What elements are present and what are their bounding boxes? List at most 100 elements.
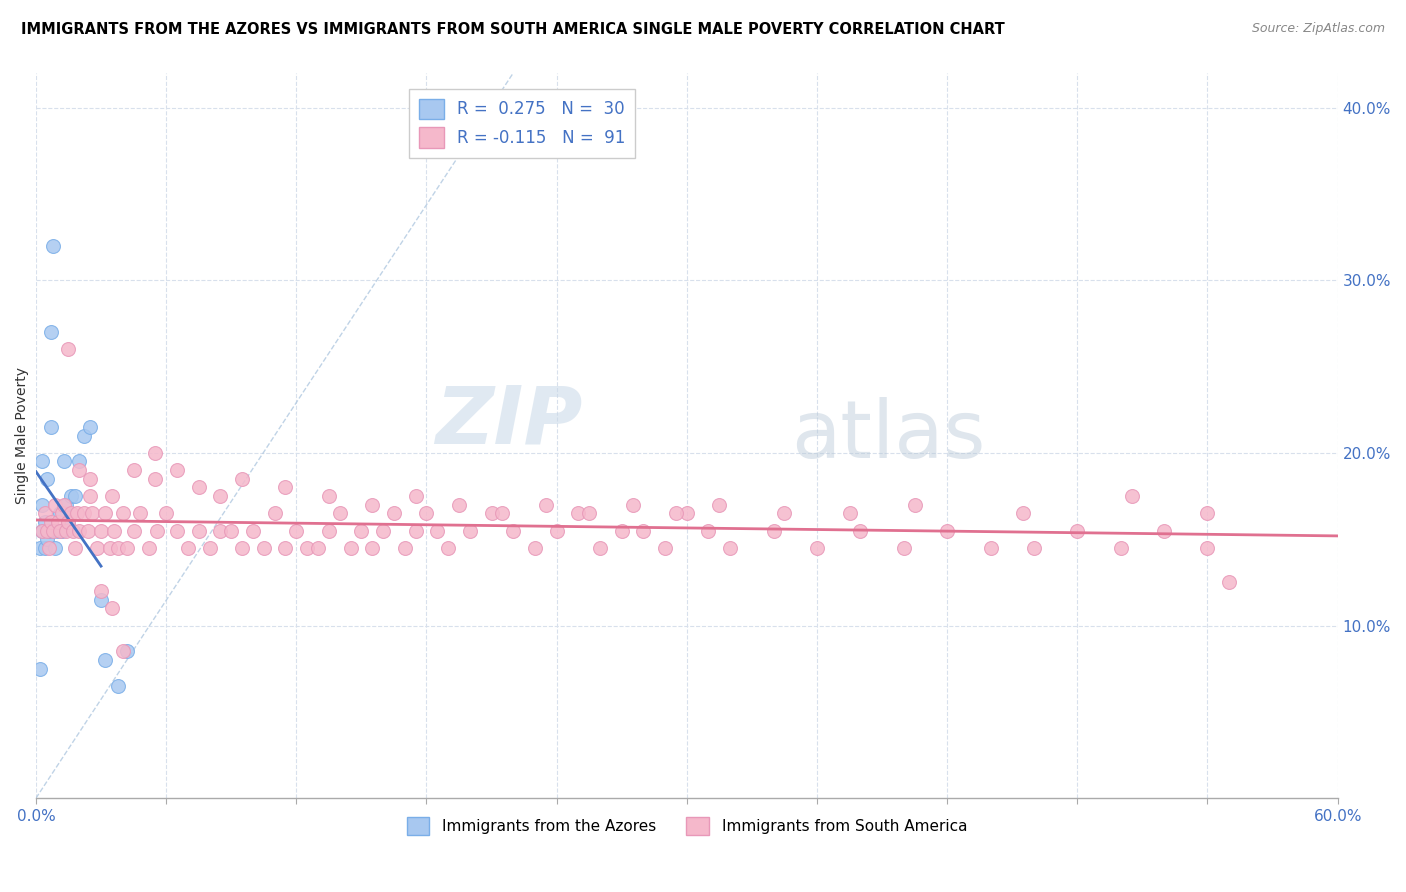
Point xyxy=(893,541,915,555)
Point xyxy=(73,428,96,442)
Point xyxy=(44,498,66,512)
Point xyxy=(34,541,56,555)
Point xyxy=(231,472,253,486)
Point xyxy=(318,489,340,503)
Point xyxy=(1153,524,1175,538)
Point xyxy=(143,446,166,460)
Point xyxy=(177,541,200,555)
Point xyxy=(187,524,209,538)
Point xyxy=(82,506,104,520)
Point xyxy=(35,524,58,538)
Point xyxy=(94,506,117,520)
Point xyxy=(98,541,121,555)
Point xyxy=(39,515,62,529)
Point xyxy=(187,480,209,494)
Point xyxy=(111,506,134,520)
Point xyxy=(101,601,124,615)
Point xyxy=(58,515,80,529)
Point xyxy=(426,524,449,538)
Point xyxy=(107,679,129,693)
Point xyxy=(166,524,188,538)
Point xyxy=(773,506,796,520)
Point xyxy=(63,489,86,503)
Point xyxy=(361,541,384,555)
Point xyxy=(146,524,169,538)
Point xyxy=(38,524,60,538)
Point xyxy=(231,541,253,555)
Point xyxy=(138,541,160,555)
Point xyxy=(90,584,112,599)
Point xyxy=(79,420,101,434)
Point xyxy=(166,463,188,477)
Point xyxy=(129,506,152,520)
Point xyxy=(447,498,470,512)
Point xyxy=(1197,541,1219,555)
Point xyxy=(1197,506,1219,520)
Text: 0.0%: 0.0% xyxy=(17,809,55,824)
Point xyxy=(1012,506,1035,520)
Point xyxy=(31,454,53,468)
Point xyxy=(806,541,828,555)
Point xyxy=(35,472,58,486)
Point xyxy=(350,524,373,538)
Point xyxy=(621,498,644,512)
Point xyxy=(49,506,72,520)
Point xyxy=(633,524,655,538)
Point xyxy=(59,489,82,503)
Point xyxy=(46,515,69,529)
Point xyxy=(371,524,394,538)
Point xyxy=(709,498,731,512)
Point xyxy=(1022,541,1045,555)
Point xyxy=(67,454,90,468)
Point xyxy=(51,524,73,538)
Point xyxy=(31,524,53,538)
Point xyxy=(73,506,96,520)
Point xyxy=(762,524,785,538)
Text: ZIP: ZIP xyxy=(436,382,582,460)
Point xyxy=(665,506,688,520)
Legend: R =  0.275   N =  30, R = -0.115   N =  91: R = 0.275 N = 30, R = -0.115 N = 91 xyxy=(409,88,636,158)
Point xyxy=(35,532,58,546)
Point xyxy=(67,524,90,538)
Point xyxy=(546,524,568,538)
Point xyxy=(79,472,101,486)
Point xyxy=(1218,575,1240,590)
Point xyxy=(49,524,72,538)
Point xyxy=(1066,524,1088,538)
Point xyxy=(46,524,69,538)
Point xyxy=(31,524,53,538)
Point xyxy=(107,541,129,555)
Point xyxy=(115,541,138,555)
Point xyxy=(44,541,66,555)
Point xyxy=(253,541,276,555)
Point xyxy=(30,541,52,555)
Point xyxy=(38,541,60,555)
Point xyxy=(838,506,860,520)
Point xyxy=(31,498,53,512)
Point xyxy=(53,454,76,468)
Point xyxy=(42,524,65,538)
Point xyxy=(1109,541,1132,555)
Point xyxy=(30,662,52,676)
Point xyxy=(34,515,56,529)
Point xyxy=(55,498,77,512)
Point xyxy=(458,524,481,538)
Point xyxy=(567,506,589,520)
Point xyxy=(534,498,557,512)
Point xyxy=(209,489,232,503)
Point xyxy=(39,325,62,339)
Point xyxy=(58,343,80,357)
Point xyxy=(103,524,125,538)
Point xyxy=(55,524,77,538)
Point xyxy=(90,524,112,538)
Point xyxy=(51,506,73,520)
Point xyxy=(979,541,1001,555)
Point xyxy=(675,506,697,520)
Point xyxy=(502,524,524,538)
Point xyxy=(936,524,959,538)
Point xyxy=(382,506,405,520)
Point xyxy=(122,463,145,477)
Point xyxy=(394,541,416,555)
Point xyxy=(94,653,117,667)
Point xyxy=(42,238,65,252)
